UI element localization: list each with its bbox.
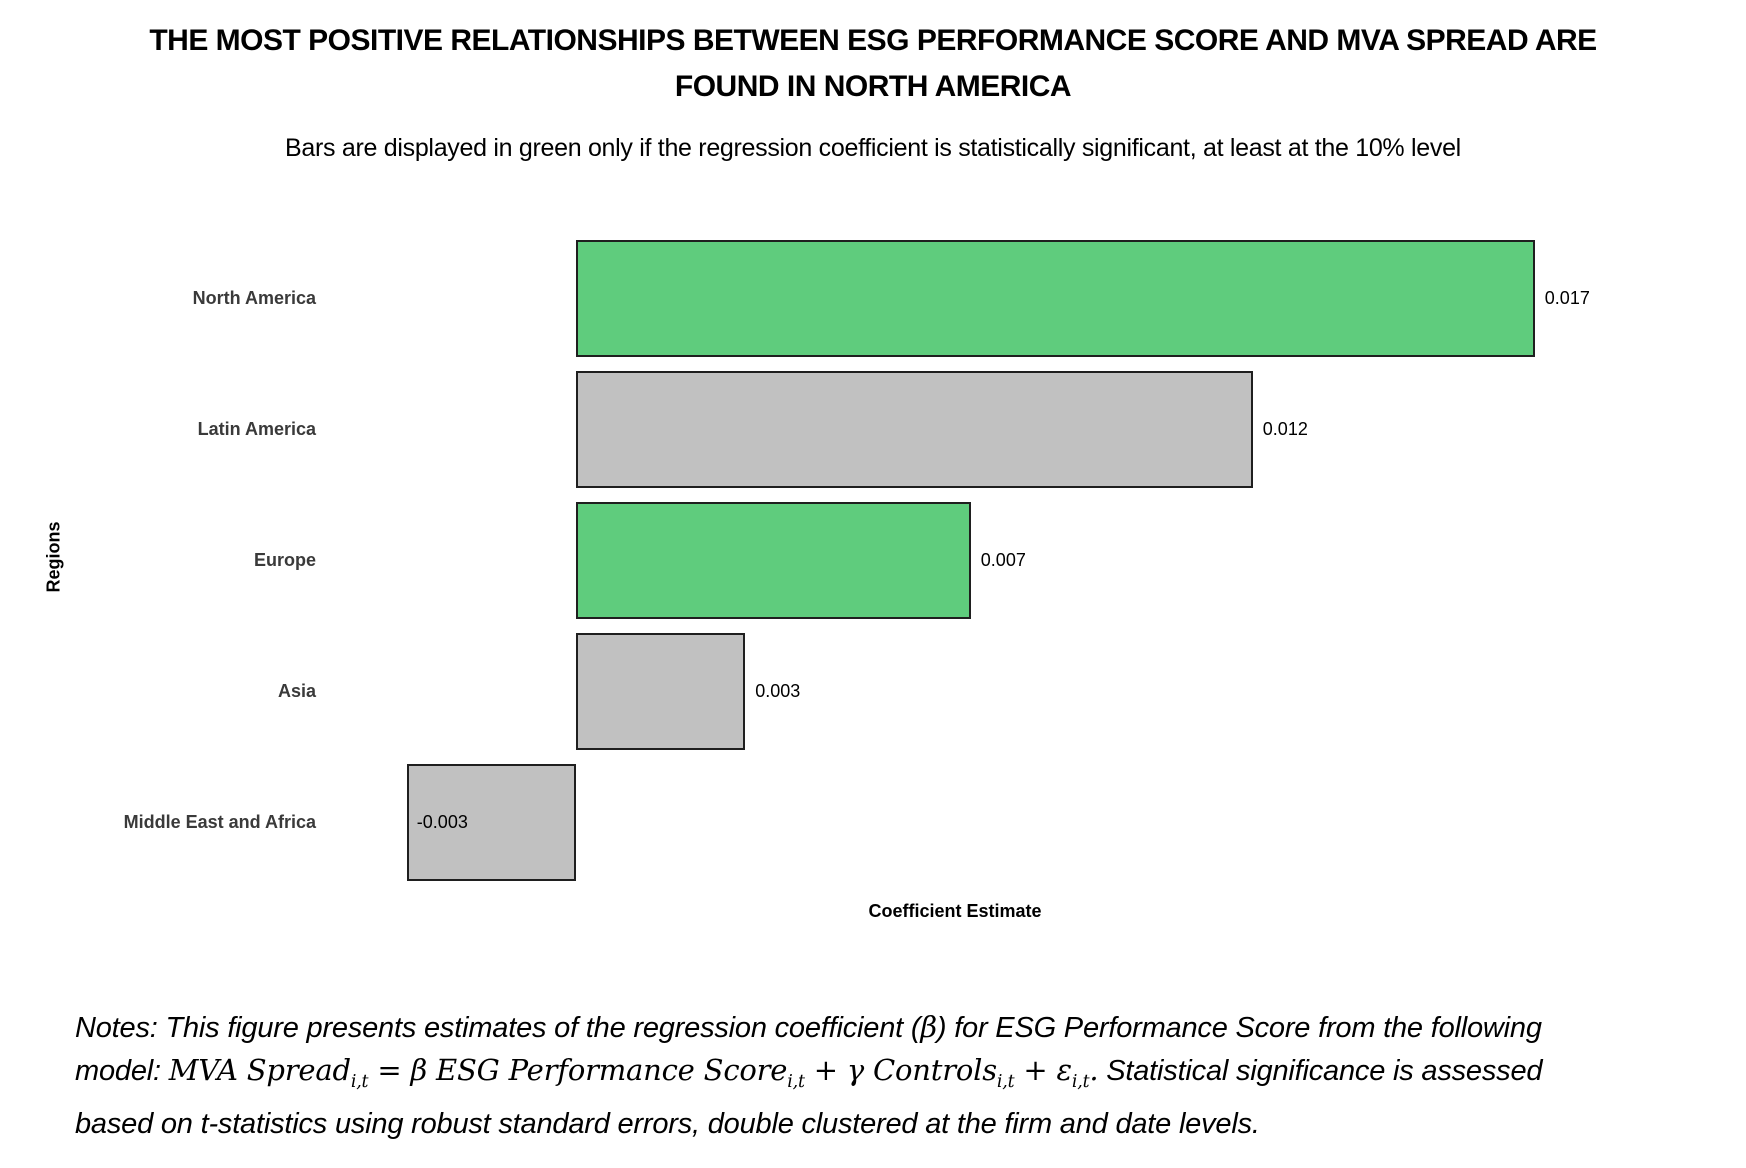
category-label: Middle East and Africa	[123, 811, 316, 832]
notes-text-segment: = β ESG Performance Score	[368, 1053, 788, 1087]
chart-title-line1: THE MOST POSITIVE RELATIONSHIPS BETWEEN …	[149, 24, 1597, 57]
category-label: Asia	[277, 680, 316, 701]
bar-north-america	[576, 240, 1535, 357]
bar-middle-east-and-africa	[406, 764, 576, 881]
notes-text-segment: based on t-statistics using robust stand…	[75, 1107, 1260, 1140]
notes-text-segment: .	[1089, 1053, 1099, 1087]
chart-title: THE MOST POSITIVE RELATIONSHIPS BETWEEN …	[0, 18, 1746, 110]
notes-text-segment: model:	[75, 1055, 169, 1087]
bar-value-label: 0.007	[980, 549, 1026, 570]
notes-line: model: MVA Spreadi,t = β ESG Performance…	[75, 1049, 1715, 1103]
bar-value-label: 0.012	[1262, 418, 1308, 439]
math-subscript: i,t	[787, 1071, 805, 1092]
math-subscript: i,t	[1071, 1071, 1090, 1092]
bar-europe	[576, 502, 971, 619]
category-label: Latin America	[197, 418, 316, 439]
notes-text-segment: + γ Controls	[804, 1053, 997, 1087]
chart-title-line2: FOUND IN NORTH AMERICA	[674, 70, 1072, 103]
bar-latin-america	[576, 371, 1253, 488]
math-subscript: i,t	[996, 1071, 1015, 1092]
notes-text-segment: + ε	[1014, 1053, 1072, 1087]
notes-text-segment: Notes: This figure presents estimates of…	[75, 1012, 921, 1044]
bar-asia	[576, 633, 746, 750]
chart-subtitle: Bars are displayed in green only if the …	[285, 134, 1461, 162]
notes-line: Notes: This figure presents estimates of…	[75, 1006, 1715, 1049]
figure-notes: Notes: This figure presents estimates of…	[75, 1006, 1715, 1145]
notes-text-segment: MVA Spread	[168, 1053, 351, 1087]
bar-chart: Regions Coefficient Estimate North Ameri…	[44, 240, 1590, 921]
math-subscript: i,t	[350, 1071, 369, 1092]
notes-text-segment: ) for ESG Performance Score from the fol…	[936, 1012, 1542, 1044]
notes-text-segment: β	[920, 1010, 937, 1044]
category-label: North America	[192, 287, 316, 308]
notes-line: based on t-statistics using robust stand…	[75, 1103, 1715, 1145]
x-axis-label: Coefficient Estimate	[868, 901, 1042, 921]
bar-value-label: 0.003	[755, 680, 801, 701]
bar-value-label: 0.017	[1544, 287, 1590, 308]
notes-text-segment: Statistical significance is assessed	[1098, 1055, 1543, 1087]
bar-value-label: -0.003	[416, 811, 468, 832]
category-label: Europe	[253, 549, 316, 570]
